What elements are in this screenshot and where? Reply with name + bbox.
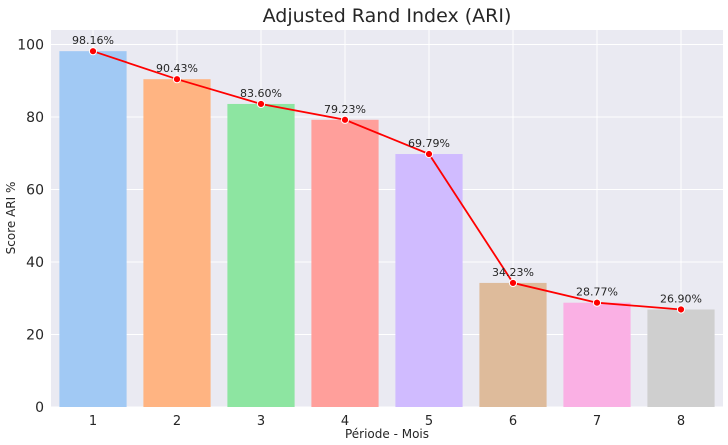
trend-line — [92, 50, 682, 311]
x-tick-label: 1 — [89, 414, 97, 429]
bars — [59, 51, 715, 408]
data-label: 28.77% — [576, 286, 618, 299]
bar — [647, 309, 715, 407]
x-tick-label: 7 — [593, 414, 601, 429]
bar — [311, 119, 379, 407]
x-tick-label: 2 — [173, 414, 181, 429]
y-tick-label: 100 — [17, 38, 44, 54]
bar — [227, 103, 295, 407]
trend-line-layer — [88, 47, 686, 314]
y-tick-label: 20 — [26, 328, 44, 344]
trend-point — [676, 305, 686, 314]
trend-point — [592, 298, 602, 307]
data-label: 34.23% — [492, 266, 534, 279]
trend-point — [256, 99, 266, 109]
data-label: 69.79% — [408, 137, 450, 150]
x-axis-ticks: 1 2 3 4 5 6 7 8 — [89, 414, 685, 429]
y-tick-label: 80 — [26, 110, 44, 126]
data-label: 26.90% — [660, 292, 702, 305]
x-axis-label: Période - Mois — [345, 427, 429, 441]
y-axis-label: Score ARI % — [4, 182, 18, 255]
bar — [479, 282, 547, 407]
y-axis-ticks: 0 20 40 60 80 100 — [17, 38, 44, 417]
data-label: 90.43% — [156, 62, 198, 75]
trend-point — [508, 278, 518, 288]
bar — [563, 302, 631, 407]
trend-point — [172, 75, 182, 84]
y-tick-label: 40 — [26, 255, 44, 271]
trend-point — [424, 149, 434, 159]
y-tick-label: 60 — [26, 183, 44, 199]
x-tick-label: 6 — [509, 414, 517, 429]
data-labels: 98.16% 90.43% 83.60% 79.23% 69.79% 34.23% 28.7… — [72, 34, 702, 305]
bar — [143, 79, 211, 407]
chart-title: Adjusted Rand Index (ARI) — [263, 5, 512, 27]
data-label: 98.16% — [72, 34, 114, 47]
x-tick-label: 5 — [425, 414, 433, 429]
y-tick-label: 0 — [35, 400, 44, 416]
bar — [395, 154, 463, 407]
x-tick-label: 3 — [257, 414, 265, 429]
x-tick-label: 8 — [677, 414, 685, 429]
trend-point — [88, 47, 98, 56]
bar — [59, 51, 127, 408]
x-tick-label: 4 — [341, 414, 349, 429]
data-label: 83.60% — [240, 87, 282, 100]
trend-point — [340, 115, 350, 124]
data-label: 79.23% — [324, 103, 366, 116]
